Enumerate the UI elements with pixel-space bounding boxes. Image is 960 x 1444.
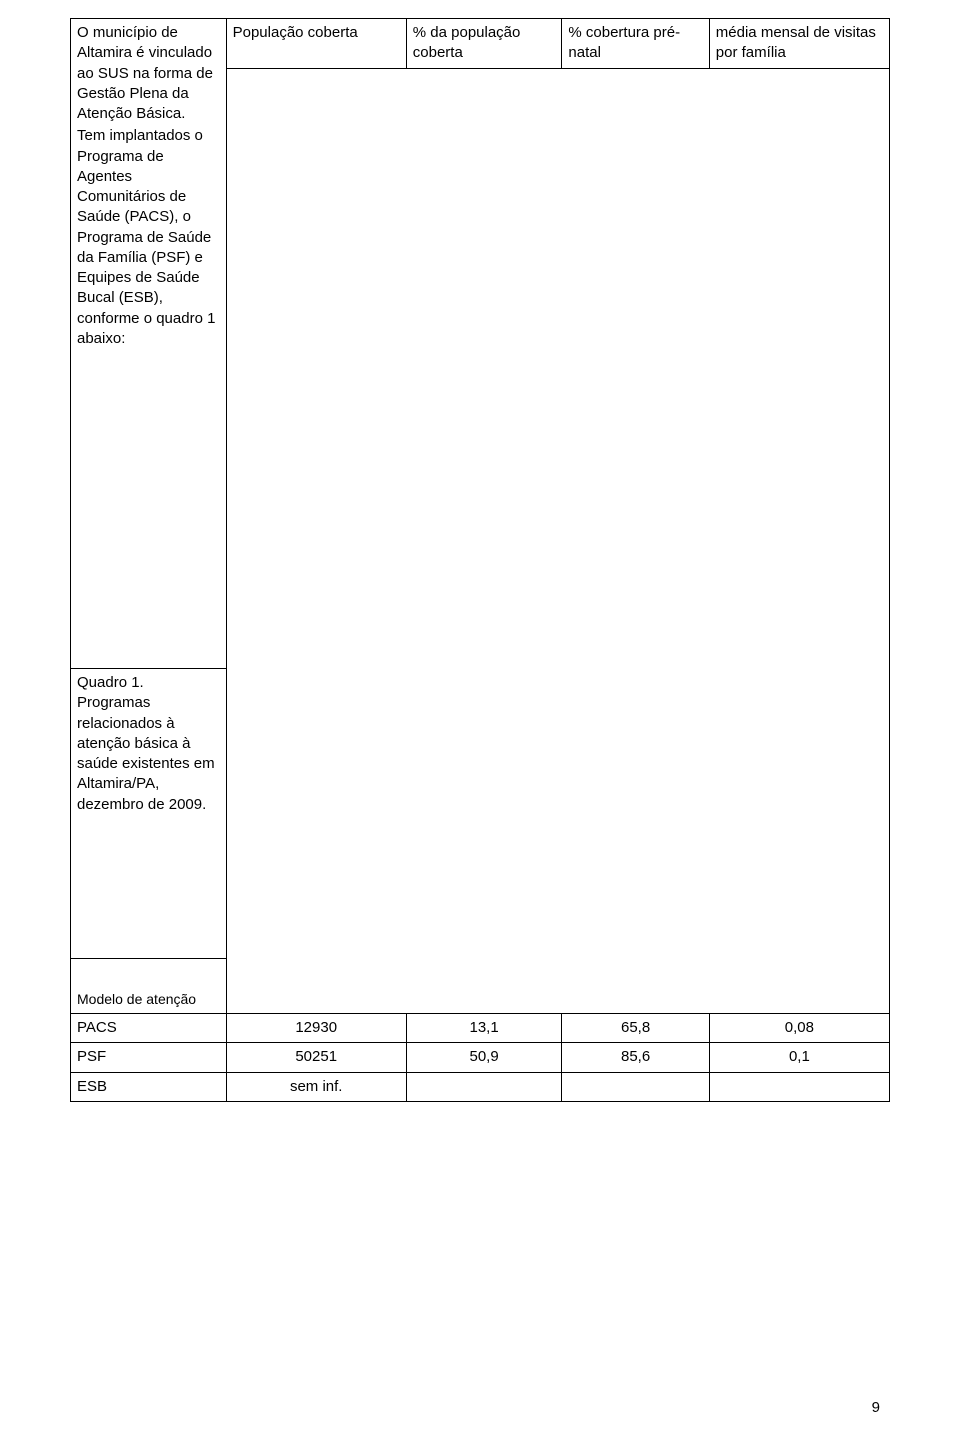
row-pct-prenatal	[562, 1072, 709, 1101]
row-visits: 0,1	[709, 1043, 889, 1072]
row-label: PSF	[71, 1043, 227, 1072]
row-pct-prenatal: 85,6	[562, 1043, 709, 1072]
table-header-row: O município de Altamira é vinculado ao S…	[71, 19, 890, 69]
quadro-desc: Programas relacionados à atenção básica …	[77, 693, 220, 815]
row-pct-pop: 13,1	[406, 1014, 562, 1043]
row-label: PACS	[71, 1014, 227, 1043]
row-visits	[709, 1072, 889, 1101]
quadro-title: Quadro 1.	[77, 673, 220, 693]
tall-empty-merged-cell	[226, 68, 889, 1014]
table-row: PACS 12930 13,1 65,8 0,08	[71, 1014, 890, 1043]
modelo-atencao-label: Modelo de atenção	[71, 959, 227, 1014]
table-row: ESB sem inf.	[71, 1072, 890, 1101]
table-row: PSF 50251 50,9 85,6 0,1	[71, 1043, 890, 1072]
header-populacao-coberta: População coberta	[226, 19, 406, 69]
row-pct-pop: 50,9	[406, 1043, 562, 1072]
left-para-2: Tem implantados o Programa de Agentes Co…	[77, 126, 220, 349]
page-number: 9	[872, 1399, 880, 1416]
row-pop: 50251	[226, 1043, 406, 1072]
row-pct-pop	[406, 1072, 562, 1101]
row-visits: 0,08	[709, 1014, 889, 1043]
left-description-cell-2: Quadro 1. Programas relacionados à atenç…	[71, 669, 227, 959]
row-pop: sem inf.	[226, 1072, 406, 1101]
main-table: O município de Altamira é vinculado ao S…	[70, 18, 890, 1102]
header-pct-cobertura-prenatal: % cobertura pré-natal	[562, 19, 709, 69]
row-pct-prenatal: 65,8	[562, 1014, 709, 1043]
left-para-1: O município de Altamira é vinculado ao S…	[77, 23, 220, 124]
row-label: ESB	[71, 1072, 227, 1101]
row-pop: 12930	[226, 1014, 406, 1043]
header-pct-populacao-coberta: % da população coberta	[406, 19, 562, 69]
header-media-mensal-visitas: média mensal de visitas por família	[709, 19, 889, 69]
left-description-cell-1: O município de Altamira é vinculado ao S…	[71, 19, 227, 669]
page: O município de Altamira é vinculado ao S…	[0, 0, 960, 1444]
